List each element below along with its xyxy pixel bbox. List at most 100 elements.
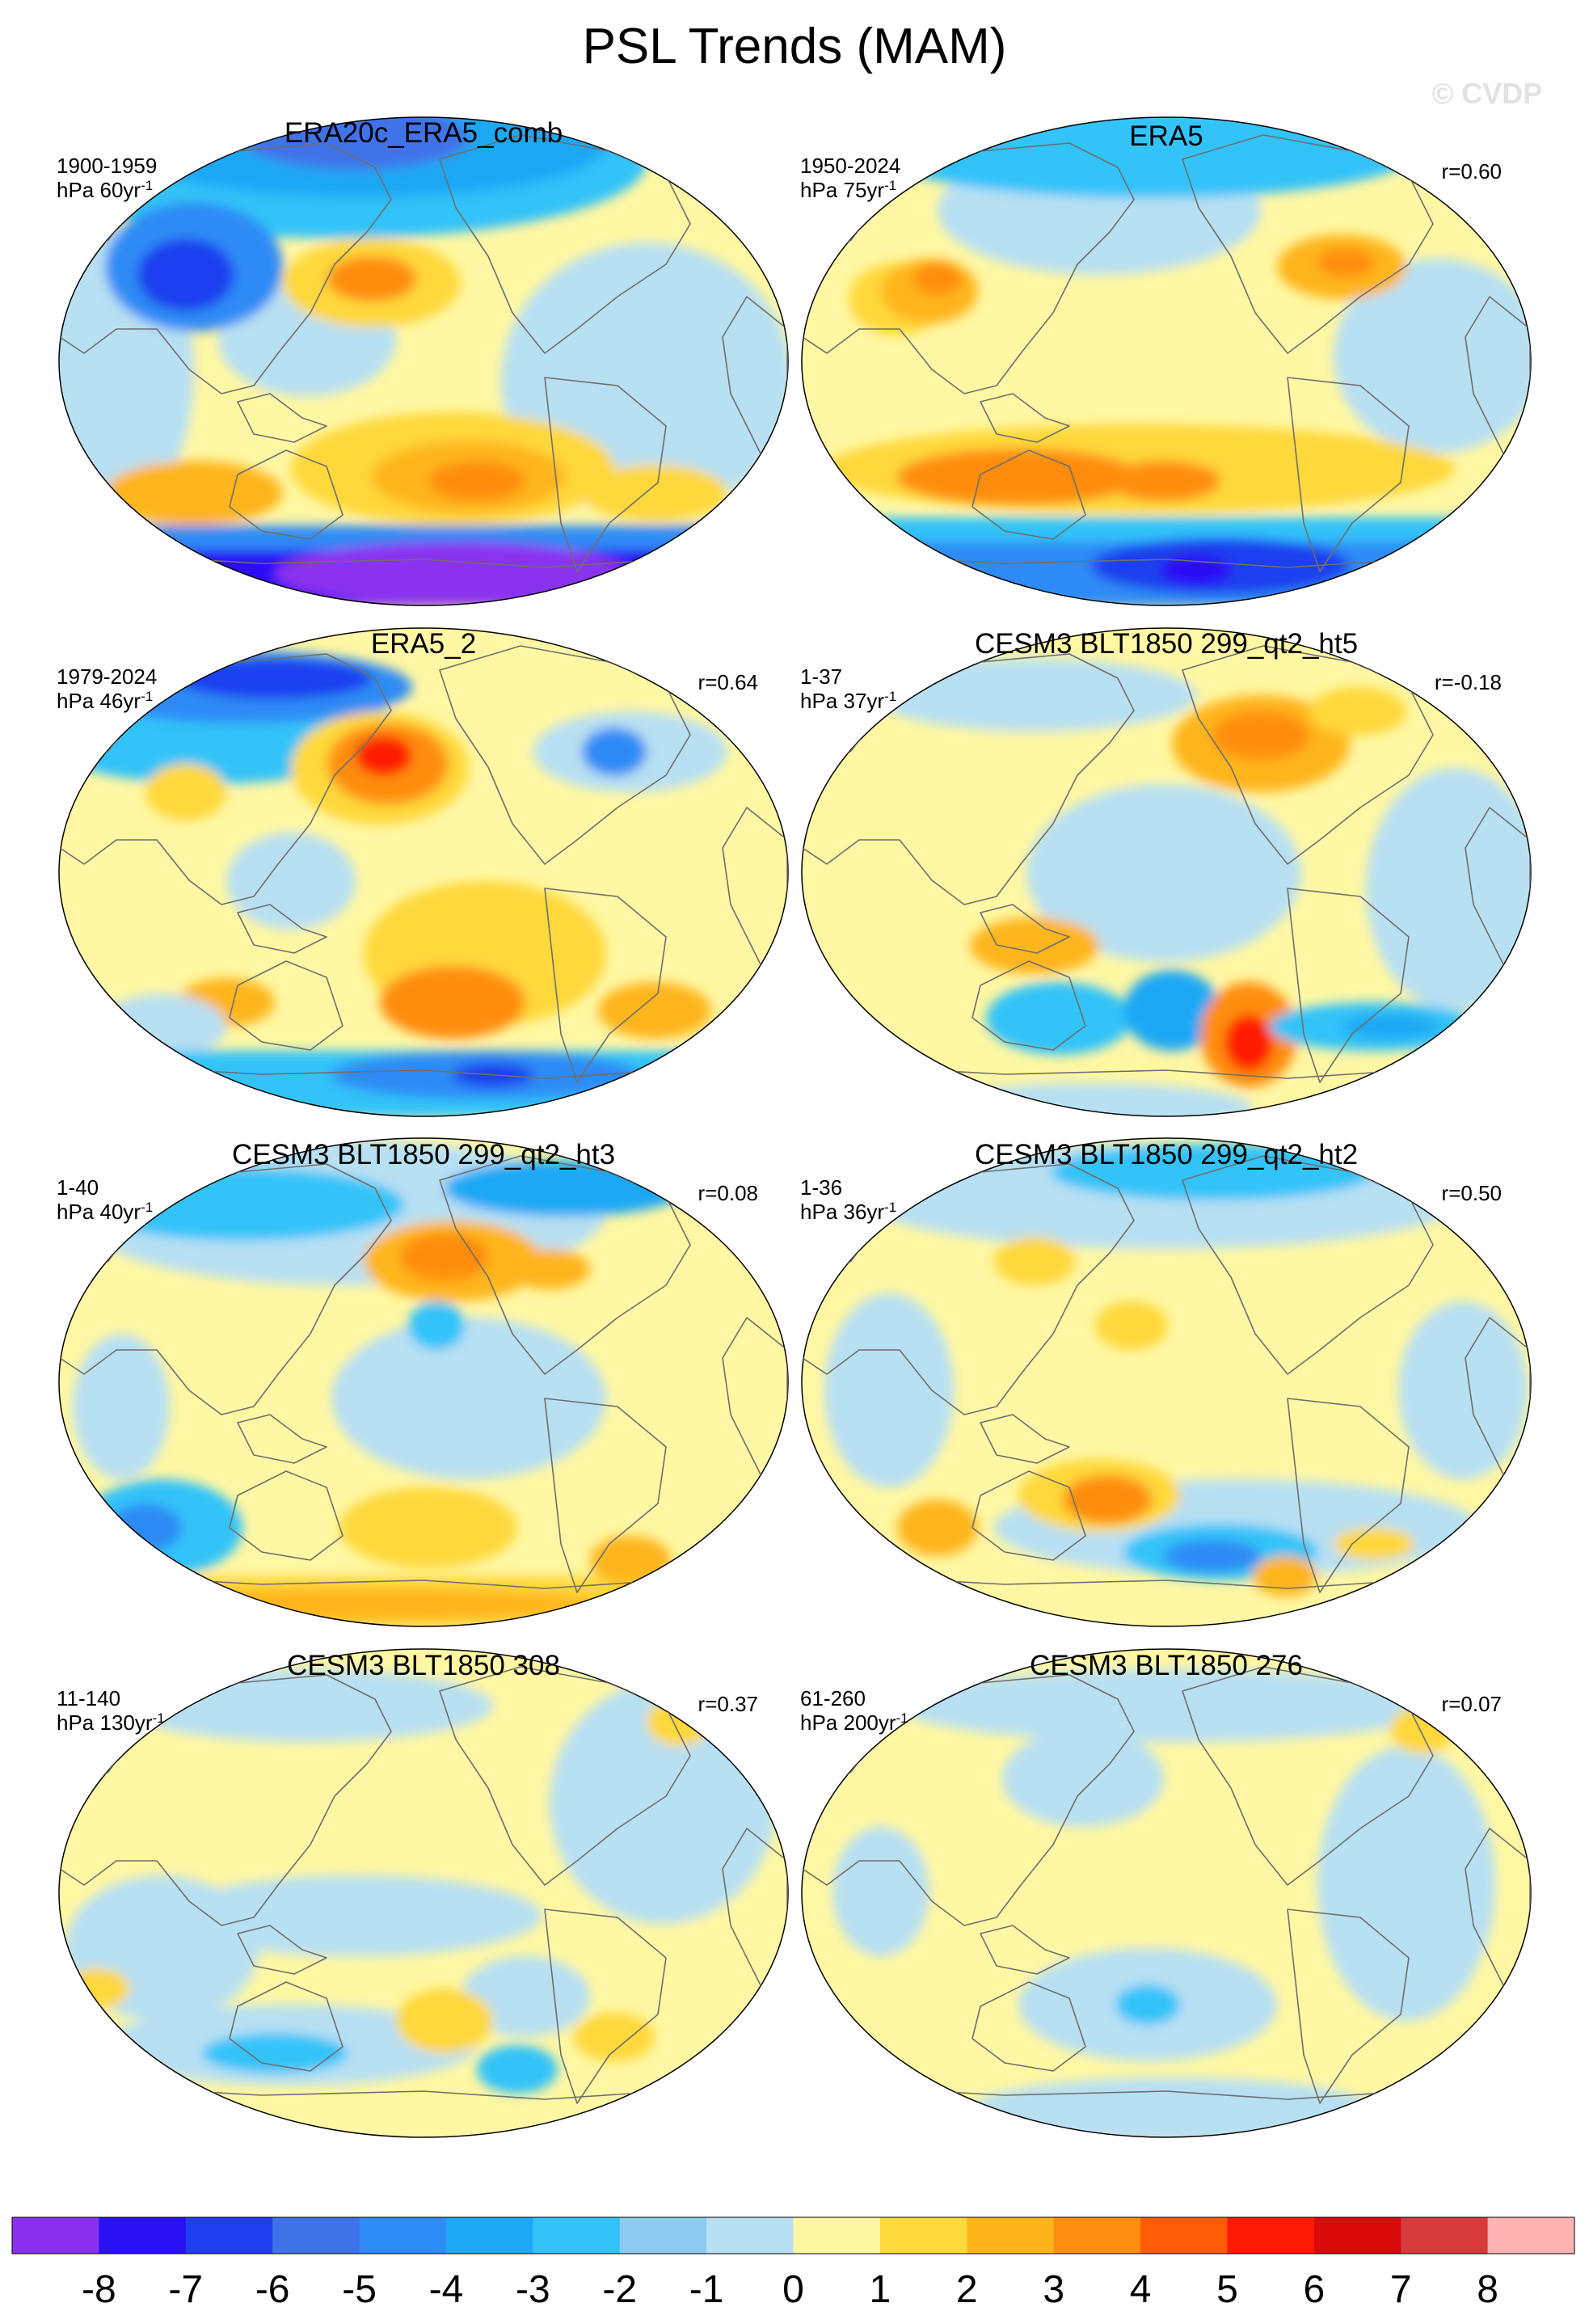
- colorbar-box: [99, 2217, 187, 2254]
- panel-period: 1-36: [800, 1175, 842, 1200]
- panel-units: hPa 37yr-1: [800, 689, 896, 714]
- coastline-path: [229, 1981, 344, 2072]
- coastline-path: [972, 1981, 1086, 2072]
- colorbar-tick-label: -4: [429, 2268, 464, 2311]
- colorbar-tick-label: 8: [1477, 2268, 1498, 2311]
- panel-era5-2: [58, 627, 789, 1117]
- map-field: [59, 1649, 788, 2137]
- coastline-path: [544, 1909, 667, 2104]
- panel-units: hPa 40yr-1: [57, 1200, 153, 1225]
- panel-title: CESM3 BLT1850 299_qt2_ht3: [232, 1139, 615, 1170]
- panel-correlation: r=0.08: [698, 1181, 758, 1205]
- panel-labels: ERA20c_ERA5_comb 1900-1959 hPa 60yr-1 ER…: [57, 117, 1502, 1735]
- colorbar-box: [619, 2217, 707, 2254]
- panel-title: CESM3 BLT1850 308: [287, 1650, 560, 1681]
- panel-308: [58, 1648, 789, 2138]
- colorbar-box: [967, 2217, 1055, 2254]
- colorbar-box: [793, 2217, 881, 2254]
- colorbar-tick-label: -1: [689, 2268, 724, 2311]
- panel-ht3: [58, 1137, 789, 1627]
- coastline-path: [980, 904, 1070, 954]
- panel-period: 1950-2024: [800, 154, 900, 178]
- panel-title: CESM3 BLT1850 299_qt2_ht5: [975, 628, 1358, 660]
- coastline-path: [237, 393, 327, 443]
- panel-period: 1900-1959: [57, 154, 157, 178]
- panel-units: hPa 130yr-1: [57, 1710, 165, 1736]
- copyright-watermark: © CVDP: [1432, 77, 1543, 110]
- colorbar-box: [1313, 2217, 1401, 2254]
- coastline-path: [229, 960, 344, 1051]
- colorbar-tick-label: 7: [1390, 2268, 1412, 2311]
- panel-era5: [801, 116, 1532, 606]
- colorbar-box: [533, 2217, 621, 2254]
- colorbar-tick-label: 2: [956, 2268, 978, 2311]
- colorbar: -8 -7 -6 -5 -4 -3 -2 -1 0 1 2 3 4 5 6 7 8: [11, 2216, 1575, 2311]
- coastline-path: [544, 888, 667, 1083]
- colorbar-tick-label: 4: [1130, 2268, 1152, 2311]
- coastline-path: [544, 377, 667, 572]
- colorbar-box: [272, 2217, 360, 2254]
- coastline-path: [980, 1925, 1070, 1975]
- panel-ht5: [801, 627, 1532, 1117]
- colorbar-tick-label: 3: [1043, 2268, 1064, 2311]
- colorbar-tick-label: 1: [870, 2268, 891, 2311]
- colorbar-tick-label: 0: [782, 2268, 804, 2311]
- panel-title: ERA5_2: [371, 628, 476, 660]
- panel-correlation: r=0.37: [698, 1692, 758, 1716]
- coastline-path: [237, 1414, 327, 1464]
- panel-units: hPa 75yr-1: [800, 178, 896, 203]
- panel-period: 1-40: [57, 1175, 99, 1200]
- map-field: [802, 1138, 1531, 1626]
- map-field: [802, 628, 1531, 1116]
- panel-correlation: r=0.60: [1442, 159, 1502, 183]
- coastline-path: [1287, 888, 1410, 1083]
- panel-correlation: r=0.64: [698, 670, 758, 694]
- colorbar-box: [1487, 2217, 1575, 2254]
- map-field: [59, 1138, 788, 1626]
- colorbar-box: [185, 2217, 273, 2254]
- panel-correlation: r=0.50: [1442, 1181, 1502, 1205]
- colorbar-box: [1401, 2217, 1489, 2254]
- panel-period: 1979-2024: [57, 664, 157, 689]
- coastline-path: [229, 1470, 344, 1561]
- panel-correlation: r=0.07: [1442, 1692, 1502, 1716]
- panel-title: CESM3 BLT1850 276: [1030, 1650, 1303, 1681]
- colorbar-box: [359, 2217, 447, 2254]
- coastline-path: [237, 904, 327, 954]
- colorbar-box: [1053, 2217, 1141, 2254]
- colorbar-tick-label: -3: [516, 2268, 550, 2311]
- coastline-path: [980, 393, 1070, 443]
- coastline-path: [972, 960, 1086, 1051]
- colorbar-box: [1227, 2217, 1315, 2254]
- colorbar-tick-label: -8: [82, 2268, 116, 2311]
- colorbar-tick-label: -5: [342, 2268, 377, 2311]
- colorbar-box: [879, 2217, 967, 2254]
- panel-correlation: r=-0.18: [1435, 670, 1502, 694]
- panel-period: 1-37: [800, 664, 842, 689]
- colorbar-tick-label: -6: [255, 2268, 290, 2311]
- colorbar-box: [1140, 2217, 1228, 2254]
- colorbar-tick-label: 5: [1216, 2268, 1238, 2311]
- coastline-path: [544, 1398, 667, 1593]
- colorbar-tick-label: 6: [1303, 2268, 1325, 2311]
- coastline-path: [972, 1470, 1086, 1561]
- panel-title: CESM3 BLT1850 299_qt2_ht2: [975, 1139, 1358, 1170]
- map-field: [802, 117, 1531, 605]
- coastline-path: [237, 1925, 327, 1975]
- panel-title: ERA5: [1129, 120, 1203, 152]
- panel-276: [801, 1648, 1532, 2138]
- colorbar-box: [12, 2217, 99, 2254]
- panel-units: hPa 60yr-1: [57, 178, 153, 203]
- figure-title: PSL Trends (MAM): [583, 19, 1007, 74]
- coastline-path: [1287, 1398, 1410, 1593]
- panel-units: hPa 46yr-1: [57, 689, 153, 714]
- panel-period: 11-140: [57, 1686, 120, 1710]
- coastline-path: [229, 449, 344, 540]
- panel-title: ERA20c_ERA5_comb: [285, 117, 563, 149]
- panel-units: hPa 36yr-1: [800, 1200, 896, 1225]
- map-field: [802, 1649, 1531, 2137]
- colorbar-box: [706, 2217, 794, 2254]
- panel-units: hPa 200yr-1: [800, 1710, 908, 1736]
- coastline-path: [1287, 1909, 1410, 2104]
